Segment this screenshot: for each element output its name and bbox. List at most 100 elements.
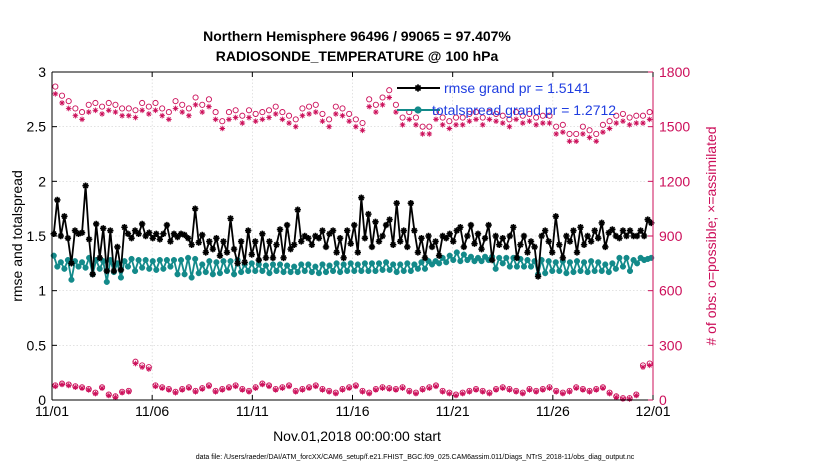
spread-point bbox=[375, 260, 383, 267]
obs-assimilated-point bbox=[626, 396, 633, 402]
spread-point bbox=[170, 257, 178, 264]
rmse-point bbox=[442, 234, 450, 242]
obs-assimilated-point bbox=[426, 131, 433, 137]
obs-possible-point bbox=[299, 105, 306, 112]
spread-point bbox=[372, 267, 379, 275]
rmse-point bbox=[471, 240, 478, 247]
spread-point bbox=[404, 260, 411, 267]
obs-assimilated-point bbox=[600, 385, 606, 391]
rmse-point bbox=[202, 249, 209, 256]
obs-count-layer bbox=[52, 83, 653, 402]
obs-possible-point bbox=[185, 105, 192, 112]
obs-assimilated-point bbox=[146, 366, 152, 372]
spread-point bbox=[315, 270, 322, 277]
obs-assimilated-point bbox=[479, 122, 486, 128]
y-left-tick-label-2: 1 bbox=[38, 283, 46, 299]
rmse-point bbox=[435, 252, 443, 259]
obs-assimilated-point bbox=[353, 123, 359, 130]
obs-assimilated-point bbox=[312, 383, 319, 390]
rmse-point bbox=[432, 238, 439, 245]
obs-possible-point bbox=[92, 99, 99, 107]
rmse-point bbox=[531, 243, 538, 251]
obs-assimilated-point bbox=[92, 107, 99, 114]
rmse-point bbox=[481, 234, 489, 242]
rmse-point bbox=[648, 219, 655, 227]
chart-title-line1: Northern Hemisphere 96496 / 99065 = 97.4… bbox=[203, 28, 511, 44]
obs-assimilated-point bbox=[339, 112, 346, 119]
y-left-tick-label-0: 0 bbox=[38, 392, 46, 408]
obs-assimilated-point bbox=[646, 116, 653, 123]
obs-assimilated-point bbox=[292, 389, 299, 395]
spread-point bbox=[616, 254, 623, 261]
rmse-point bbox=[382, 221, 390, 229]
obs-assimilated-point bbox=[85, 387, 92, 393]
spread-point bbox=[75, 263, 82, 270]
spread-point bbox=[545, 258, 552, 265]
rmse-point bbox=[598, 219, 605, 227]
rmse-point bbox=[241, 259, 248, 266]
obs-assimilated-point bbox=[239, 387, 246, 393]
y-right-tick-label-0: 0 bbox=[659, 392, 667, 408]
spread-point bbox=[298, 261, 305, 268]
rmse-point bbox=[252, 238, 259, 245]
spread-point bbox=[117, 274, 124, 281]
legend-rmse-marker bbox=[414, 84, 422, 92]
obs-assimilated-point bbox=[646, 362, 653, 369]
obs-assimilated-point bbox=[433, 116, 439, 123]
spread-point bbox=[195, 270, 202, 277]
spread-point bbox=[248, 260, 255, 267]
spread-point bbox=[573, 258, 581, 265]
rmse-point bbox=[570, 227, 577, 234]
rmse-point bbox=[351, 221, 358, 229]
spread-point bbox=[499, 260, 506, 267]
rmse-point bbox=[255, 256, 263, 264]
spread-point bbox=[407, 267, 414, 275]
rmse-point bbox=[160, 230, 167, 238]
rmse-point bbox=[269, 254, 277, 262]
obs-assimilated-point bbox=[312, 109, 319, 115]
obs-assimilated-point bbox=[232, 114, 239, 121]
spread-point bbox=[61, 265, 68, 272]
obs-possible-point bbox=[265, 107, 273, 114]
legend-spread-marker bbox=[414, 106, 422, 114]
legend-spread-dot bbox=[414, 106, 422, 114]
spread-point bbox=[542, 270, 549, 277]
rmse-point bbox=[336, 234, 344, 242]
obs-assimilated-point bbox=[159, 112, 165, 119]
obs-possible-point bbox=[486, 109, 493, 116]
spread-point bbox=[513, 263, 520, 270]
spread-point bbox=[368, 260, 375, 267]
chart-title-line2: RADIOSONDE_TEMPERATURE @ 100 hPa bbox=[216, 48, 499, 64]
spread-point bbox=[135, 257, 142, 264]
rmse-point bbox=[195, 239, 202, 246]
obs-assimilated-point bbox=[513, 389, 519, 395]
spread-point bbox=[259, 267, 266, 275]
obs-possible-point bbox=[426, 123, 433, 130]
obs-assimilated-point bbox=[386, 94, 393, 101]
rmse-point bbox=[54, 196, 61, 204]
spread-point bbox=[443, 259, 450, 266]
rmse-point bbox=[75, 230, 82, 238]
rmse-point bbox=[520, 232, 528, 240]
obs-assimilated-point bbox=[266, 383, 272, 390]
obs-possible-point bbox=[58, 92, 66, 99]
obs-assimilated-point bbox=[459, 122, 466, 128]
obs-assimilated-point bbox=[566, 138, 573, 145]
spread-point bbox=[609, 260, 616, 267]
spread-point bbox=[68, 276, 75, 283]
obs-assimilated-point bbox=[72, 384, 79, 391]
obs-assimilated-point bbox=[546, 120, 553, 126]
obs-assimilated-point bbox=[573, 385, 580, 391]
obs-possible-point bbox=[593, 130, 600, 138]
rmse-point bbox=[467, 221, 475, 229]
y-left-tick-label-1: 0.5 bbox=[27, 337, 47, 353]
spread-point bbox=[379, 266, 386, 273]
spread-point bbox=[301, 267, 308, 275]
obs-possible-point bbox=[326, 116, 333, 123]
spread-point bbox=[361, 260, 368, 267]
spread-point bbox=[82, 264, 89, 271]
rmse-point bbox=[556, 241, 563, 248]
obs-possible-point bbox=[332, 103, 339, 110]
spread-point bbox=[492, 265, 499, 272]
obs-possible-point bbox=[306, 103, 313, 110]
